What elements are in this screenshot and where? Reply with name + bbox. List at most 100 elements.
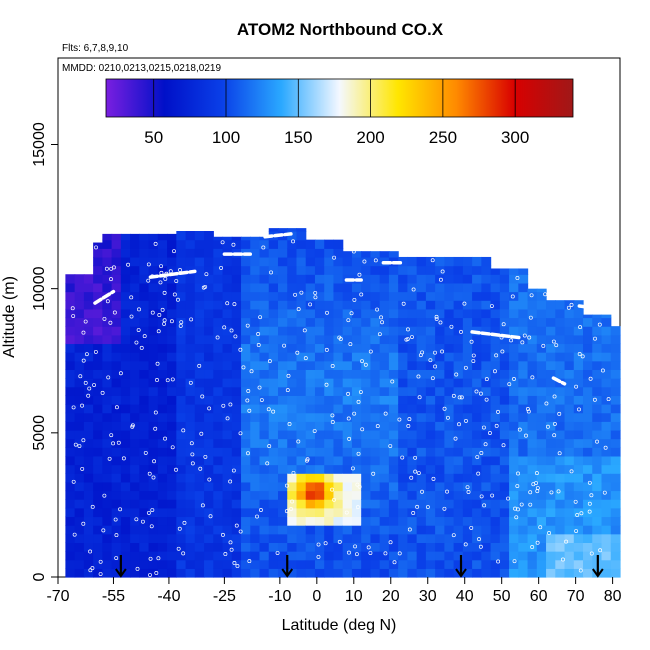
sample-point [463, 542, 468, 547]
heatmap-cell [139, 464, 150, 474]
heatmap-cell [204, 533, 214, 543]
heatmap-cell [564, 559, 575, 569]
heatmap-cell [213, 378, 224, 388]
heatmap-cell [259, 395, 270, 405]
heatmap-cell [583, 473, 593, 483]
heatmap-cell [518, 481, 529, 492]
heatmap-cell [176, 395, 187, 405]
heatmap-cell [435, 282, 445, 293]
heatmap-cell [314, 300, 325, 310]
heatmap-cell [194, 473, 205, 483]
sample-point [189, 441, 194, 446]
heatmap-cell [481, 447, 492, 457]
heatmap-cell [444, 464, 455, 474]
heatmap-cell [398, 395, 409, 405]
heatmap-cell [527, 447, 538, 457]
heatmap-cell [407, 256, 418, 267]
heatmap-cell [499, 334, 510, 345]
heatmap-cell [388, 516, 399, 526]
heatmap-cell [527, 308, 538, 319]
heatmap-cell [277, 239, 288, 249]
heatmap-cell [167, 525, 177, 535]
heatmap-cell [167, 395, 177, 405]
sample-point [146, 278, 151, 283]
sample-point [484, 377, 489, 382]
heatmap-cell [74, 490, 85, 500]
heatmap-cell [379, 421, 390, 431]
heatmap-cell [527, 412, 538, 422]
heatmap-cell [83, 525, 94, 535]
heatmap-cell [250, 326, 261, 336]
heatmap-cell [555, 386, 566, 396]
sample-point [289, 507, 293, 511]
heatmap-cell [370, 499, 381, 509]
heatmap-cell [490, 533, 501, 543]
heatmap-cell [287, 360, 298, 370]
heatmap-cell [416, 395, 427, 405]
sample-point [295, 350, 300, 355]
heatmap-cell [546, 533, 556, 543]
heatmap-cell [462, 265, 473, 275]
heatmap-cell [388, 542, 399, 552]
heatmap-cell [83, 386, 94, 396]
heatmap-cell [388, 421, 399, 431]
heatmap-cell [250, 236, 261, 241]
heatmap-cell [333, 378, 344, 388]
sample-point [158, 280, 163, 285]
heatmap-cell [490, 268, 501, 275]
heatmap-cell [65, 490, 76, 500]
sample-point [109, 433, 114, 438]
heatmap-cell [259, 291, 270, 301]
sample-point [179, 320, 184, 325]
heatmap-cell [462, 473, 473, 483]
heatmap-cell [435, 369, 445, 379]
heatmap-cell [102, 352, 113, 362]
heatmap-cell [573, 395, 584, 405]
sample-point [588, 376, 593, 381]
x-tick-label: 60 [530, 588, 548, 605]
heatmap-cell [518, 378, 529, 388]
heatmap-cell [213, 404, 224, 414]
heatmap-cell [324, 438, 335, 448]
heatmap-cell [388, 568, 399, 578]
heatmap-cell [324, 455, 335, 466]
heatmap-cell [361, 317, 372, 327]
heatmap-cell [277, 395, 288, 405]
sample-point [129, 295, 134, 300]
heatmap-cell [518, 317, 529, 327]
heatmap-cell [314, 507, 325, 518]
heatmap-cell [462, 352, 473, 362]
heatmap-cell [231, 236, 242, 241]
heatmap-cell [583, 533, 593, 543]
heatmap-cell [250, 369, 261, 379]
sample-point [554, 343, 559, 348]
heatmap-cell [444, 404, 455, 414]
heatmap-cell [416, 481, 427, 492]
heatmap-cell [416, 412, 427, 422]
heatmap-cell [351, 464, 362, 474]
chart-title: ATOM2 Northbound CO.X [237, 20, 444, 39]
heatmap-cell [610, 429, 621, 440]
heatmap-cell [472, 447, 482, 457]
heatmap-cell [111, 542, 122, 552]
heatmap-cell [222, 542, 233, 552]
heatmap-cell [573, 473, 584, 483]
heatmap-cell [93, 551, 103, 561]
heatmap-cell [499, 559, 510, 569]
heatmap-cell [583, 490, 593, 500]
heatmap-cell [564, 490, 575, 500]
heatmap-cell [388, 559, 399, 569]
heatmap-cell [93, 360, 103, 370]
sample-point [549, 490, 554, 495]
heatmap-cell [444, 334, 455, 345]
heatmap-cell [416, 282, 427, 293]
heatmap-cell [222, 464, 233, 474]
sample-point [466, 490, 471, 494]
heatmap-cell [610, 490, 621, 500]
heatmap-cell [361, 551, 372, 561]
heatmap-cell [435, 568, 445, 578]
heatmap-cell [453, 300, 464, 310]
heatmap-cell [204, 568, 214, 578]
sample-point [484, 397, 489, 402]
heatmap-cell [564, 412, 575, 422]
